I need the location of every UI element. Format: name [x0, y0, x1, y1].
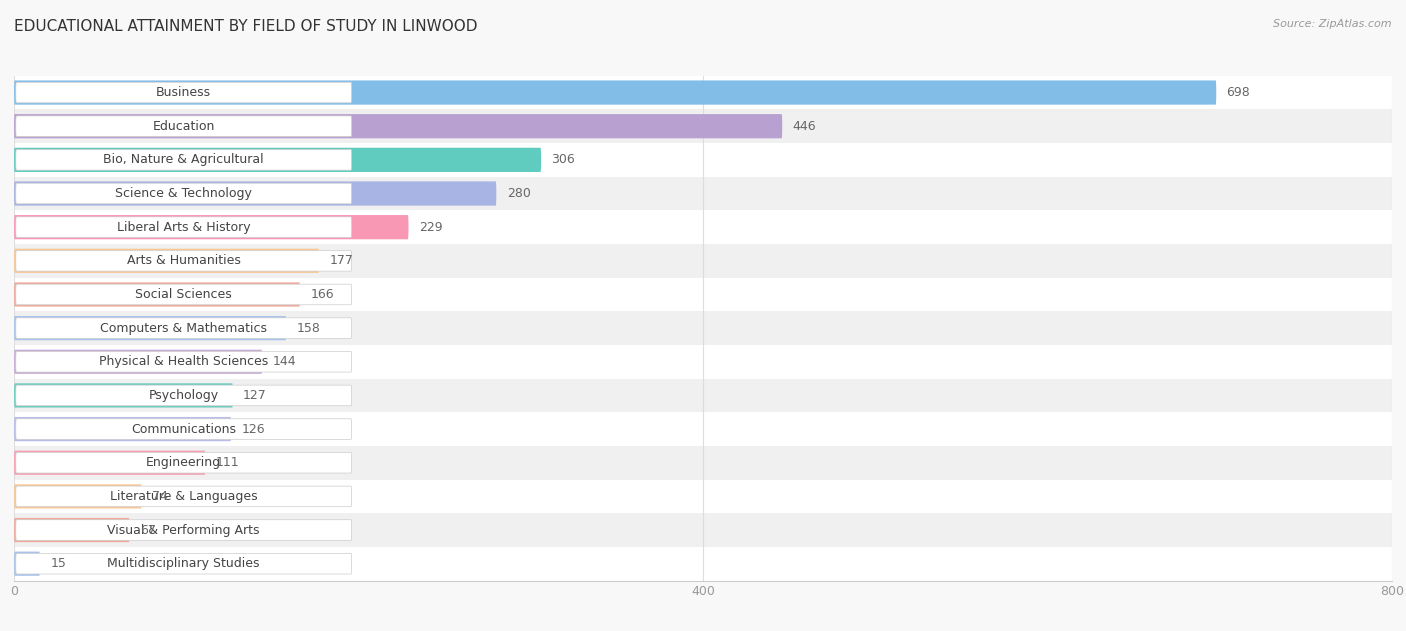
Text: Science & Technology: Science & Technology — [115, 187, 252, 200]
FancyBboxPatch shape — [14, 484, 142, 509]
Text: Computers & Mathematics: Computers & Mathematics — [100, 322, 267, 334]
FancyBboxPatch shape — [15, 251, 352, 271]
FancyBboxPatch shape — [14, 551, 39, 576]
FancyBboxPatch shape — [14, 143, 1392, 177]
Text: 158: 158 — [297, 322, 321, 334]
FancyBboxPatch shape — [14, 513, 1392, 547]
Text: Business: Business — [156, 86, 211, 99]
FancyBboxPatch shape — [15, 385, 352, 406]
FancyBboxPatch shape — [14, 282, 299, 307]
FancyBboxPatch shape — [14, 379, 1392, 412]
FancyBboxPatch shape — [15, 452, 352, 473]
FancyBboxPatch shape — [15, 520, 352, 540]
FancyBboxPatch shape — [14, 278, 1392, 311]
FancyBboxPatch shape — [14, 244, 1392, 278]
FancyBboxPatch shape — [14, 109, 1392, 143]
FancyBboxPatch shape — [15, 284, 352, 305]
FancyBboxPatch shape — [14, 417, 231, 441]
Text: 306: 306 — [551, 153, 575, 167]
FancyBboxPatch shape — [14, 210, 1392, 244]
FancyBboxPatch shape — [14, 311, 1392, 345]
FancyBboxPatch shape — [15, 183, 352, 204]
Text: Literature & Languages: Literature & Languages — [110, 490, 257, 503]
Text: 127: 127 — [243, 389, 267, 402]
Text: Education: Education — [152, 120, 215, 133]
FancyBboxPatch shape — [14, 480, 1392, 513]
Text: 229: 229 — [419, 221, 443, 233]
FancyBboxPatch shape — [14, 345, 1392, 379]
Text: 74: 74 — [152, 490, 167, 503]
Text: Bio, Nature & Agricultural: Bio, Nature & Agricultural — [104, 153, 264, 167]
FancyBboxPatch shape — [14, 412, 1392, 446]
Text: EDUCATIONAL ATTAINMENT BY FIELD OF STUDY IN LINWOOD: EDUCATIONAL ATTAINMENT BY FIELD OF STUDY… — [14, 19, 478, 34]
Text: Engineering: Engineering — [146, 456, 221, 469]
Text: Multidisciplinary Studies: Multidisciplinary Studies — [107, 557, 260, 570]
FancyBboxPatch shape — [14, 114, 782, 138]
FancyBboxPatch shape — [15, 318, 352, 338]
FancyBboxPatch shape — [14, 148, 541, 172]
FancyBboxPatch shape — [15, 553, 352, 574]
FancyBboxPatch shape — [14, 446, 1392, 480]
FancyBboxPatch shape — [15, 351, 352, 372]
FancyBboxPatch shape — [14, 80, 1216, 105]
FancyBboxPatch shape — [14, 383, 233, 408]
FancyBboxPatch shape — [14, 518, 129, 542]
Text: Source: ZipAtlas.com: Source: ZipAtlas.com — [1274, 19, 1392, 29]
FancyBboxPatch shape — [14, 76, 1392, 109]
FancyBboxPatch shape — [15, 150, 352, 170]
FancyBboxPatch shape — [14, 215, 409, 239]
Text: 144: 144 — [273, 355, 297, 369]
FancyBboxPatch shape — [14, 316, 287, 340]
FancyBboxPatch shape — [14, 350, 262, 374]
Text: 15: 15 — [51, 557, 66, 570]
Text: 111: 111 — [215, 456, 239, 469]
Text: Social Sciences: Social Sciences — [135, 288, 232, 301]
Text: 126: 126 — [242, 423, 266, 435]
Text: Communications: Communications — [131, 423, 236, 435]
FancyBboxPatch shape — [15, 486, 352, 507]
Text: 280: 280 — [506, 187, 530, 200]
Text: 166: 166 — [311, 288, 335, 301]
FancyBboxPatch shape — [15, 419, 352, 439]
FancyBboxPatch shape — [14, 177, 1392, 210]
Text: Liberal Arts & History: Liberal Arts & History — [117, 221, 250, 233]
Text: Arts & Humanities: Arts & Humanities — [127, 254, 240, 268]
Text: Physical & Health Sciences: Physical & Health Sciences — [98, 355, 269, 369]
Text: 446: 446 — [793, 120, 817, 133]
FancyBboxPatch shape — [14, 547, 1392, 581]
Text: 698: 698 — [1226, 86, 1250, 99]
Text: 67: 67 — [139, 524, 156, 536]
FancyBboxPatch shape — [15, 116, 352, 136]
FancyBboxPatch shape — [15, 217, 352, 237]
Text: 177: 177 — [329, 254, 353, 268]
FancyBboxPatch shape — [14, 181, 496, 206]
FancyBboxPatch shape — [14, 249, 319, 273]
FancyBboxPatch shape — [14, 451, 205, 475]
FancyBboxPatch shape — [15, 82, 352, 103]
Text: Visual & Performing Arts: Visual & Performing Arts — [107, 524, 260, 536]
Text: Psychology: Psychology — [149, 389, 219, 402]
